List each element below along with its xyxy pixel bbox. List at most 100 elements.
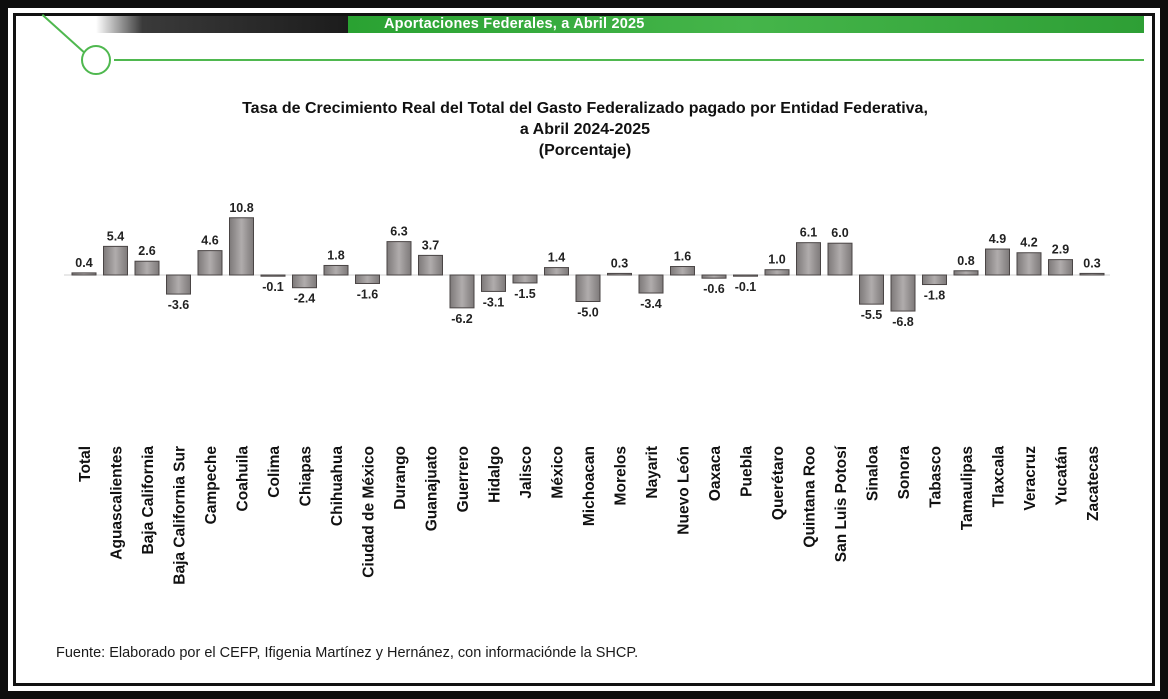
chart-title: Tasa de Crecimiento Real del Total del G… [150, 98, 1020, 161]
value-label-8: 1.8 [327, 248, 344, 262]
bar-27 [922, 274, 947, 286]
category-label-19: Nuevo León [676, 446, 693, 535]
bar-9 [355, 274, 380, 284]
category-label-13: Hidalgo [487, 446, 504, 503]
bar-21 [733, 274, 758, 277]
category-label-4: Campeche [203, 446, 220, 525]
bar-25 [859, 274, 884, 305]
value-label-19: 1.6 [674, 250, 691, 264]
category-label-29: Tlaxcala [991, 446, 1008, 508]
bar-0 [71, 272, 97, 276]
bar-15 [544, 267, 569, 276]
category-label-21: Puebla [739, 446, 756, 497]
value-label-14: -1.5 [514, 287, 536, 301]
header-banner-dark [96, 16, 354, 33]
category-label-22: Querétaro [770, 446, 787, 520]
value-label-30: 4.2 [1020, 236, 1037, 250]
value-label-20: -0.6 [703, 282, 725, 296]
decorative-green-line [114, 59, 1144, 61]
category-label-0: Total [77, 446, 94, 482]
value-label-26: -6.8 [892, 315, 914, 329]
category-label-1: Aguascalientes [109, 446, 126, 560]
value-label-3: -3.6 [168, 298, 190, 312]
value-label-1: 5.4 [107, 229, 124, 243]
bar-32 [1079, 272, 1105, 276]
bar-12 [449, 274, 475, 309]
bar-28 [953, 270, 979, 276]
chart-title-line-1: Tasa de Crecimiento Real del Total del G… [242, 100, 928, 117]
value-label-10: 6.3 [390, 225, 407, 239]
chart-title-line-3: (Porcentaje) [538, 142, 632, 159]
decorative-circle-icon [81, 45, 111, 75]
bar-4 [197, 250, 223, 276]
bar-11 [418, 254, 443, 276]
value-label-24: 6.0 [831, 226, 848, 240]
category-label-16: Michoacan [581, 446, 598, 526]
value-label-32: 0.3 [1083, 256, 1100, 270]
category-label-2: Baja California [140, 446, 157, 555]
value-label-29: 4.9 [989, 232, 1006, 246]
category-label-14: Jalisco [518, 446, 535, 499]
value-label-4: 4.6 [201, 234, 218, 248]
bar-3 [166, 274, 191, 295]
value-label-23: 6.1 [800, 226, 817, 240]
value-label-12: -6.2 [451, 312, 473, 326]
category-label-32: Zacatecas [1085, 446, 1102, 521]
value-label-31: 2.9 [1052, 243, 1069, 257]
value-label-28: 0.8 [957, 254, 974, 268]
bar-5 [229, 217, 254, 276]
bar-18 [638, 274, 664, 294]
bar-30 [1016, 252, 1042, 276]
value-label-2: 2.6 [138, 244, 155, 258]
bar-6 [260, 274, 286, 277]
value-label-5: 10.8 [229, 201, 253, 215]
bar-22 [764, 269, 790, 276]
bar-13 [481, 274, 506, 292]
value-label-21: -0.1 [735, 280, 757, 294]
value-label-6: -0.1 [262, 280, 284, 294]
bar-19 [670, 266, 695, 276]
value-label-0: 0.4 [75, 256, 92, 270]
bar-8 [323, 264, 349, 276]
category-label-15: México [550, 446, 567, 499]
bar-26 [890, 274, 916, 312]
category-label-11: Guanajuato [424, 446, 441, 531]
category-label-12: Guerrero [455, 446, 472, 512]
category-label-26: Sonora [896, 446, 913, 500]
value-label-9: -1.6 [357, 287, 379, 301]
bar-1 [103, 245, 128, 276]
category-label-31: Yucatán [1054, 446, 1071, 505]
category-label-28: Tamaulipas [959, 446, 976, 530]
category-label-6: Colima [266, 446, 283, 498]
bar-14 [512, 274, 538, 284]
category-label-3: Baja California Sur [172, 446, 189, 585]
value-label-22: 1.0 [768, 253, 785, 267]
category-label-27: Tabasco [928, 446, 945, 508]
bar-29 [985, 248, 1010, 276]
value-label-16: -5.0 [577, 306, 599, 320]
category-label-5: Coahuila [235, 446, 252, 512]
value-label-25: -5.5 [861, 308, 883, 322]
category-label-17: Morelos [613, 446, 630, 505]
bar-24 [827, 242, 853, 276]
chart-title-line-2: a Abril 2024-2025 [519, 121, 651, 138]
category-label-25: Sinaloa [865, 446, 882, 502]
value-label-7: -2.4 [294, 292, 316, 306]
category-label-7: Chiapas [298, 446, 315, 506]
value-label-15: 1.4 [548, 251, 565, 265]
category-label-24: San Luis Potosí [833, 445, 850, 562]
source-note: Fuente: Elaborado por el CEFP, Ifigenia … [56, 645, 639, 661]
bar-16 [575, 274, 601, 302]
value-label-11: 3.7 [422, 238, 439, 252]
category-label-8: Chihuahua [329, 446, 346, 526]
bar-10 [386, 241, 412, 276]
category-label-20: Oaxaca [707, 446, 724, 502]
bar-31 [1048, 259, 1073, 276]
bar-23 [796, 242, 821, 276]
bar-17 [607, 272, 632, 276]
category-label-9: Ciudad de México [361, 446, 378, 578]
bar-20 [701, 274, 727, 279]
category-label-23: Quintana Roo [802, 446, 819, 548]
